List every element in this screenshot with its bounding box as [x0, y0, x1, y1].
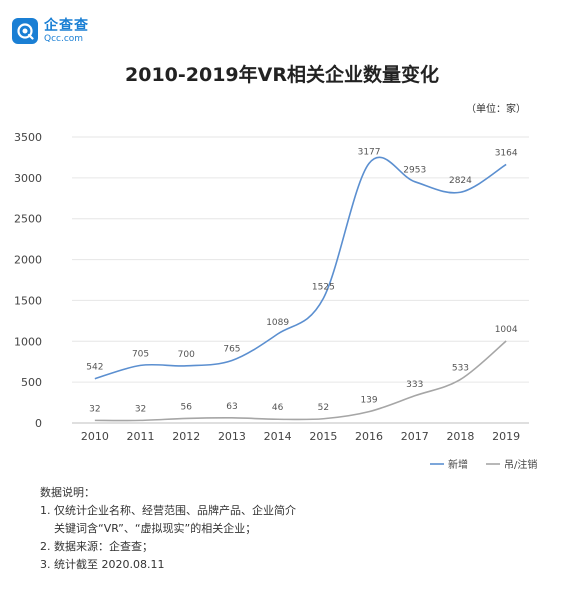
series-line-2	[94, 340, 507, 422]
line-chart: 0 500 1000 1500 2000 2500 3000 3500 2010 2011 2012…	[14, 131, 537, 471]
data-label: 139	[360, 396, 377, 406]
x-tick-label: 2012	[172, 430, 200, 443]
data-label: 32	[135, 404, 146, 414]
x-tick-label: 2017	[401, 430, 429, 443]
data-label: 46	[272, 403, 284, 413]
y-tick-label: 2500	[14, 213, 42, 226]
unit-note: （单位：家）	[466, 104, 526, 115]
x-tick-label: 2016	[355, 430, 383, 443]
data-label: 705	[132, 349, 149, 359]
brand-name: 企查查	[44, 17, 89, 34]
x-tick-label: 2010	[81, 430, 109, 443]
data-label: 56	[181, 402, 193, 412]
legend-label: 新增	[448, 458, 468, 471]
y-tick-label: 1000	[14, 335, 42, 348]
notes-heading: 数据说明：	[40, 486, 95, 499]
data-label: 3177	[358, 147, 381, 157]
brand-domain: Qcc.com	[44, 33, 84, 44]
data-label: 52	[318, 403, 329, 413]
note-line-1-cont: 关键词含“VR”、“虚拟现实”的相关企业；	[54, 522, 257, 535]
x-tick-label: 2013	[218, 430, 246, 443]
data-label: 542	[86, 363, 103, 373]
brand-logo-icon	[12, 18, 38, 44]
data-label: 2953	[403, 166, 426, 176]
y-tick-label: 1500	[14, 294, 42, 307]
y-tick-label: 500	[21, 376, 42, 389]
data-label: 1004	[495, 325, 518, 335]
data-label: 2824	[449, 176, 472, 186]
brand-logo: 企查查 Qcc.com	[12, 18, 89, 44]
data-label: 3164	[495, 148, 518, 158]
data-label: 63	[226, 402, 237, 412]
note-line-3: 3. 统计截至 2020.08.11	[40, 558, 165, 571]
chart-title: 2010-2019年VR相关企业数量变化	[125, 64, 439, 86]
x-tick-label: 2018	[446, 430, 474, 443]
note-line-1: 1. 仅统计企业名称、经营范围、品牌产品、企业简介	[40, 504, 296, 517]
series-line-1	[94, 156, 507, 380]
note-line-2: 2. 数据来源：企查查；	[40, 540, 153, 553]
data-label: 32	[89, 404, 100, 414]
x-tick-label: 2019	[492, 430, 520, 443]
x-tick-label: 2015	[309, 430, 337, 443]
data-notes: 数据说明： 1. 仅统计企业名称、经营范围、品牌产品、企业简介 关键词含“VR”…	[40, 484, 296, 574]
y-tick-label: 3500	[14, 131, 42, 144]
data-label: 333	[406, 380, 423, 390]
x-tick-label: 2014	[264, 430, 292, 443]
data-label: 700	[178, 350, 195, 360]
data-label: 765	[223, 344, 240, 354]
data-label: 533	[452, 363, 469, 373]
x-tick-label: 2011	[127, 430, 155, 443]
y-tick-label: 3000	[14, 172, 42, 185]
legend-label: 吊/注销	[504, 458, 537, 471]
y-tick-label: 2000	[14, 254, 42, 267]
data-label: 1089	[266, 318, 289, 328]
data-label: 1525	[312, 282, 335, 292]
y-tick-label: 0	[35, 417, 42, 430]
